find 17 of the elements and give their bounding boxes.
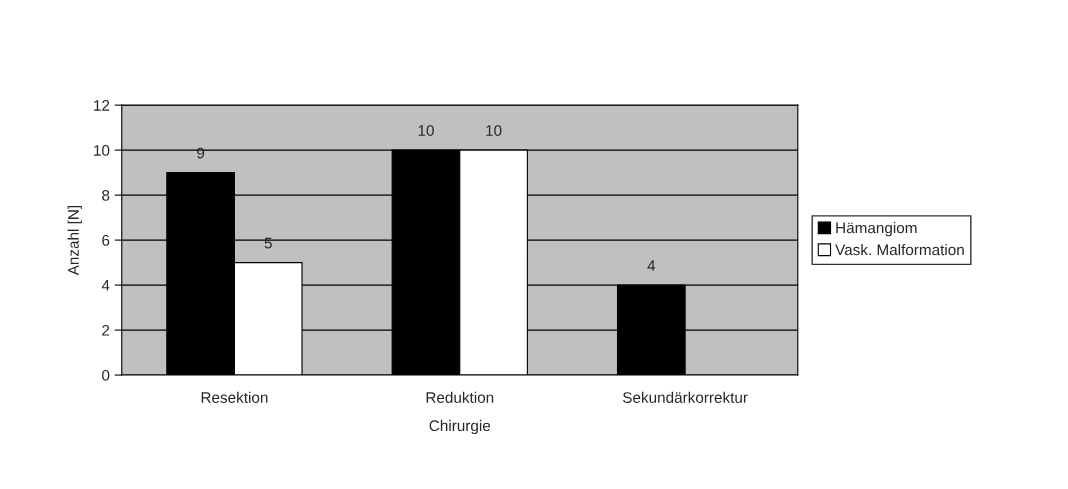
y-axis-title: Anzahl [N]: [67, 205, 82, 276]
x-tick-label: Reduktion: [426, 391, 494, 403]
y-tick-label: 10: [94, 144, 110, 156]
legend-label: Hämangiom: [836, 222, 917, 237]
y-tick-label: 4: [101, 280, 110, 291]
y-tick-label: 6: [102, 234, 110, 246]
y-tick-label: 2: [102, 324, 110, 336]
x-axis-title: Chirurgie: [429, 419, 491, 435]
data-label: 10: [486, 125, 502, 136]
legend-label: Vask. Malformation: [835, 244, 964, 256]
x-tick-label: Sekundärkorrektur: [622, 391, 748, 403]
data-label: 4: [647, 260, 656, 271]
y-tick-label: 0: [102, 369, 110, 381]
x-tick-label: Resektion: [201, 391, 268, 403]
y-tick-label: 8: [102, 189, 110, 201]
data-label: 10: [418, 125, 434, 136]
y-tick-label: 12: [94, 100, 110, 111]
